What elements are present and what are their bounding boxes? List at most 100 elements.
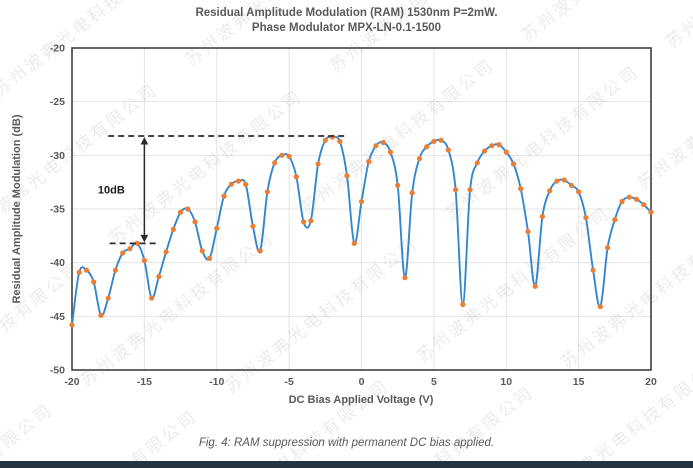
ram-data-point (264, 189, 271, 195)
ram-data-point (112, 267, 119, 273)
ram-data-point (308, 218, 314, 224)
ram-data-point (170, 226, 176, 232)
ram-data-point (641, 202, 647, 208)
ram-data-point (91, 279, 97, 285)
ram-data-point (134, 240, 140, 246)
ram-data-point (460, 301, 466, 308)
ram-data-point (474, 160, 480, 166)
ram-data-point (301, 219, 307, 225)
ram-data-point (105, 295, 111, 301)
x-tick-label: 20 (645, 376, 657, 388)
ram-data-point (568, 182, 574, 188)
ram-data-point (424, 144, 430, 150)
ram-data-point (257, 248, 263, 254)
ram-data-point (518, 186, 524, 192)
ram-data-point (83, 267, 90, 273)
ram-data-point (250, 223, 256, 229)
ram-data-point (214, 225, 220, 231)
ram-data-point (576, 189, 582, 195)
ram-data-point (344, 173, 350, 179)
x-tick-label: -20 (64, 376, 79, 388)
ram-data-point (380, 139, 386, 146)
x-axis-title: DC Bias Applied Voltage (V) (288, 394, 434, 406)
ram-data-point (177, 209, 184, 215)
ram-data-point (510, 161, 517, 167)
ram-data-point (192, 219, 198, 225)
ram-data-point (315, 161, 321, 167)
ram-data-point (206, 255, 213, 261)
annotation-arrowhead-up (140, 137, 149, 145)
ram-data-point (185, 206, 191, 212)
x-tick-label: 0 (359, 376, 365, 388)
chart-title: Residual Amplitude Modulation (RAM) 1530… (0, 6, 693, 36)
ram-data-point (76, 269, 82, 275)
y-tick-label: -25 (50, 96, 65, 108)
y-tick-label: -20 (50, 43, 65, 55)
x-tick-label: 5 (431, 376, 437, 388)
ram-data-point (366, 159, 372, 165)
ram-data-point (547, 188, 553, 194)
ram-data-point (351, 240, 357, 246)
ram-data-point (228, 181, 234, 187)
ram-data-point (120, 250, 126, 256)
ram-data-point (69, 322, 75, 328)
ram-data-point (98, 312, 104, 318)
x-tick-label: 15 (573, 376, 585, 388)
ram-data-point (503, 149, 509, 155)
ram-data-point (561, 177, 567, 183)
ram-data-point (452, 187, 459, 193)
ram-series-line (71, 135, 652, 326)
plot-border (71, 47, 652, 371)
ram-data-point (532, 283, 538, 289)
x-tick-label: -5 (284, 376, 293, 388)
ram-data-point (496, 142, 502, 148)
ram-data-point (156, 274, 162, 280)
ram-data-point (467, 187, 473, 193)
y-tick-label: -30 (50, 150, 65, 162)
ram-data-point (141, 257, 147, 264)
ram-data-point (337, 138, 343, 144)
chart-title-line-2: Phase Modulator MPX-LN-0.1-1500 (251, 22, 442, 34)
ram-data-point (539, 213, 546, 220)
ram-data-point (431, 138, 437, 144)
ram-data-point (272, 160, 278, 166)
ram-data-point (648, 209, 654, 215)
ram-data-point (395, 182, 401, 188)
x-tick-label: -15 (137, 376, 152, 388)
ram-data-point (445, 147, 451, 153)
y-tick-label: -50 (50, 365, 65, 377)
y-axis-title: Residual Amplitude Modulation (dB) (11, 114, 23, 304)
ram-data-point (163, 249, 169, 255)
ram-data-point (590, 267, 596, 273)
ram-data-point (409, 190, 415, 196)
ram-data-point (149, 295, 155, 301)
ram-data-point (199, 248, 205, 254)
y-tick-label: -45 (50, 311, 65, 323)
ram-data-point (286, 153, 292, 160)
ram-data-point (358, 198, 365, 205)
ram-data-point (489, 143, 495, 149)
ram-data-point (293, 174, 299, 180)
ram-data-point (583, 214, 589, 221)
ram-data-point (322, 137, 328, 143)
ram-data-point (373, 143, 379, 149)
ram-data-point (279, 152, 285, 158)
ram-data-point (525, 228, 531, 235)
ram-data-point (416, 155, 422, 162)
ram-data-point (626, 194, 632, 200)
ram-data-point (554, 178, 560, 184)
ram-data-point (243, 181, 249, 187)
ram-data-point (604, 245, 611, 251)
x-tick-label: -10 (209, 376, 224, 388)
ram-data-point (221, 193, 227, 199)
ram-data-point (633, 196, 640, 202)
annotation-label: 10dB (98, 185, 125, 197)
y-tick-label: -35 (50, 204, 65, 216)
ram-data-point (127, 246, 133, 252)
ram-data-point (387, 149, 394, 155)
y-tick-label: -40 (50, 257, 65, 269)
ram-data-point (402, 275, 408, 281)
ram-data-point (597, 304, 603, 310)
